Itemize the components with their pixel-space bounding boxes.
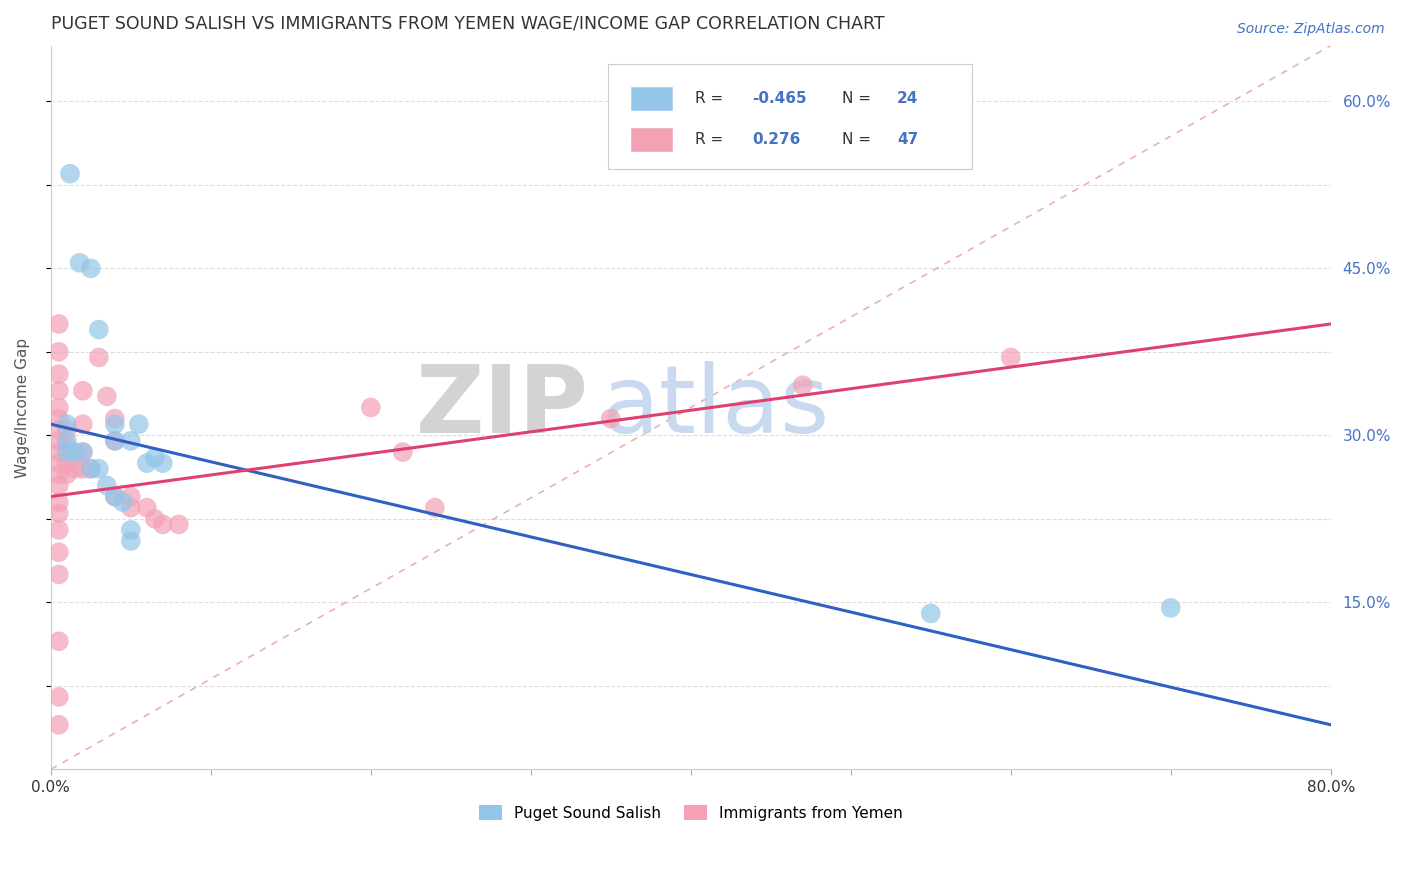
Point [48,445,70,459]
Point [48,367,70,381]
Point [87,461,110,475]
Point [48,384,70,398]
Point [56,467,79,482]
Point [391,445,413,459]
Point [104,434,127,448]
Point [87,322,110,336]
Point [423,500,446,515]
Point [96,389,118,403]
Point [48,456,70,470]
Point [56,456,79,470]
Point [56,440,79,454]
Point [104,490,127,504]
Point [80,461,103,475]
Point [56,423,79,437]
Point [48,317,70,331]
Point [48,423,70,437]
Point [152,517,174,532]
Text: N =: N = [842,91,876,106]
Point [87,351,110,365]
Point [56,417,79,432]
Point [48,567,70,582]
Text: ZIP: ZIP [416,361,588,453]
Point [152,456,174,470]
Point [120,434,142,448]
Point [128,417,150,432]
Point [104,434,127,448]
Point [120,490,142,504]
Point [120,534,142,549]
Text: N =: N = [842,132,876,147]
Point [120,523,142,537]
Point [104,490,127,504]
Point [143,512,166,526]
Text: 0.276: 0.276 [752,132,800,147]
Point [48,634,70,648]
Text: R =: R = [695,91,728,106]
Point [1000,351,1022,365]
Point [48,478,70,492]
Point [143,450,166,465]
Text: Source: ZipAtlas.com: Source: ZipAtlas.com [1237,22,1385,37]
Point [120,500,142,515]
Point [48,434,70,448]
FancyBboxPatch shape [631,128,672,152]
Text: 24: 24 [897,91,918,106]
Point [792,378,814,392]
Point [48,467,70,482]
Point [48,495,70,509]
Point [1160,600,1182,615]
Point [104,417,127,432]
Point [72,445,94,459]
Point [48,690,70,704]
Point [80,461,103,475]
Point [48,401,70,415]
Point [48,545,70,559]
Point [80,261,103,276]
Text: 47: 47 [897,132,918,147]
Text: R =: R = [695,132,728,147]
Point [104,411,127,425]
Point [360,401,382,415]
Point [599,411,621,425]
Point [111,495,134,509]
Point [63,461,86,475]
Point [48,344,70,359]
Point [167,517,190,532]
Y-axis label: Wage/Income Gap: Wage/Income Gap [15,337,30,477]
Point [48,523,70,537]
Point [69,256,91,270]
Point [63,445,86,459]
Point [72,445,94,459]
Text: -0.465: -0.465 [752,91,807,106]
Point [48,718,70,732]
Point [72,384,94,398]
Point [59,167,82,181]
Point [920,607,942,621]
Point [72,417,94,432]
Point [48,506,70,520]
FancyBboxPatch shape [607,63,973,169]
Point [56,434,79,448]
Text: atlas: atlas [602,361,830,453]
Point [48,411,70,425]
FancyBboxPatch shape [631,87,672,110]
Point [135,456,157,470]
Point [96,478,118,492]
Point [56,445,79,459]
Point [135,500,157,515]
Point [72,461,94,475]
Legend: Puget Sound Salish, Immigrants from Yemen: Puget Sound Salish, Immigrants from Yeme… [472,798,908,827]
Text: PUGET SOUND SALISH VS IMMIGRANTS FROM YEMEN WAGE/INCOME GAP CORRELATION CHART: PUGET SOUND SALISH VS IMMIGRANTS FROM YE… [51,15,884,33]
